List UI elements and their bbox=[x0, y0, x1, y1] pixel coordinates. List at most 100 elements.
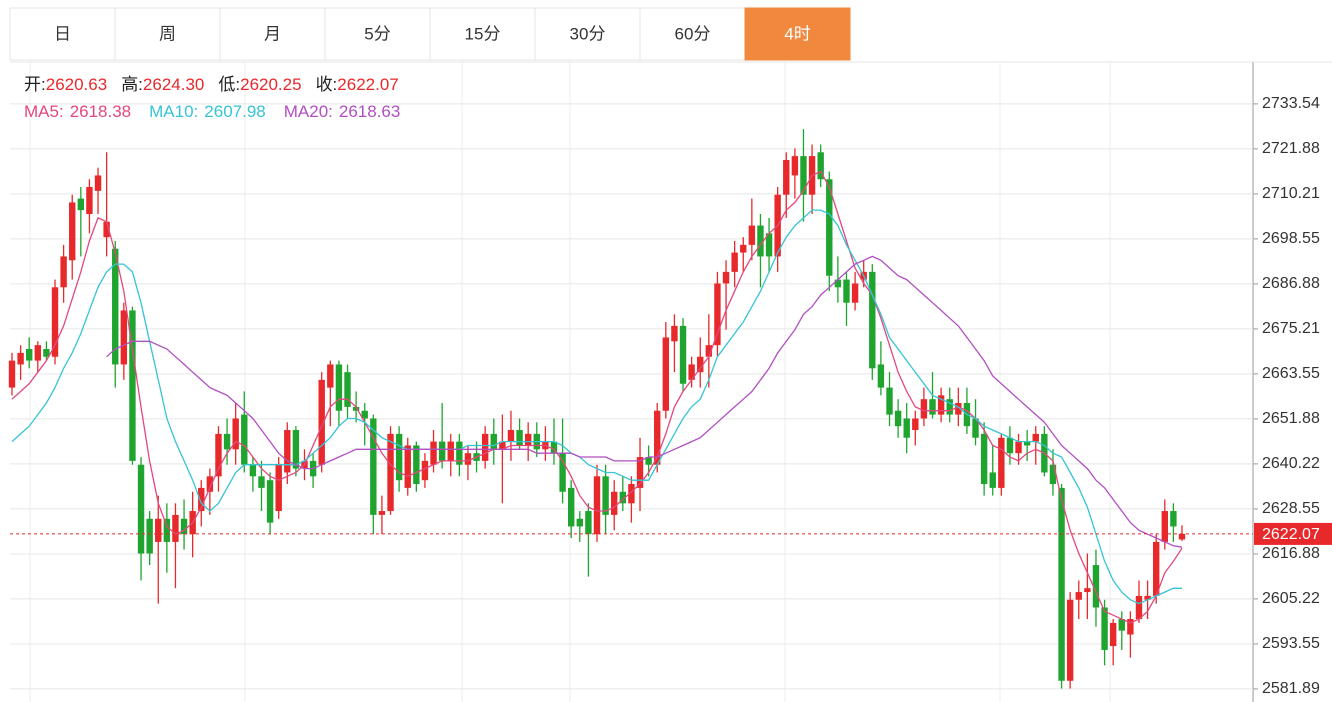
candle-body bbox=[507, 430, 515, 442]
candle-body bbox=[1058, 487, 1065, 681]
candle-body bbox=[215, 433, 222, 477]
candle-body bbox=[1006, 437, 1014, 454]
candle-body bbox=[619, 491, 627, 504]
y-tick-label: 2651.88 bbox=[1262, 410, 1320, 427]
candle-body bbox=[335, 364, 343, 411]
tab-label[interactable]: 30分 bbox=[570, 24, 606, 43]
candle-body bbox=[998, 437, 1005, 488]
tab[interactable]: 30分 bbox=[534, 7, 641, 61]
tab-box[interactable] bbox=[324, 7, 431, 61]
candle-body bbox=[275, 464, 282, 512]
candle-body bbox=[757, 225, 764, 257]
candle-body bbox=[206, 476, 214, 492]
tab-box[interactable] bbox=[429, 7, 536, 61]
candle-body bbox=[628, 484, 635, 504]
y-tick-label: 2581.89 bbox=[1262, 680, 1320, 697]
tab-label[interactable]: 日 bbox=[54, 24, 71, 43]
price-tag bbox=[1254, 522, 1332, 545]
tab-label[interactable]: 15分 bbox=[465, 24, 501, 43]
candle-body bbox=[869, 271, 876, 369]
candle-body bbox=[241, 414, 248, 465]
tab-label[interactable]: 5分 bbox=[364, 24, 390, 43]
y-tick-label: 2733.54 bbox=[1262, 95, 1320, 112]
candle-body bbox=[413, 445, 420, 485]
tab[interactable]: 周 bbox=[114, 7, 221, 61]
tab-box[interactable] bbox=[114, 7, 221, 61]
candle-body bbox=[1170, 511, 1177, 527]
candle-body bbox=[886, 387, 893, 415]
tab-box[interactable] bbox=[639, 7, 746, 61]
tab[interactable]: 15分 bbox=[429, 7, 536, 61]
candle-body bbox=[1144, 595, 1151, 600]
candle-body bbox=[51, 287, 59, 357]
summary-value: 2620.25 bbox=[240, 75, 301, 94]
legend-value: 2607.98 bbox=[204, 102, 265, 121]
candle-body bbox=[137, 464, 145, 554]
candle-body bbox=[1118, 619, 1125, 631]
tab[interactable]: 月 bbox=[219, 7, 326, 61]
candle-body bbox=[249, 464, 257, 477]
candle-body bbox=[163, 518, 171, 542]
tab-box[interactable] bbox=[534, 7, 641, 61]
candle-body bbox=[524, 433, 532, 446]
candle-body bbox=[421, 460, 429, 481]
y-tick-label: 2686.88 bbox=[1262, 275, 1320, 292]
candle-body bbox=[826, 179, 833, 276]
candle-body bbox=[705, 345, 713, 357]
candle-body bbox=[395, 433, 403, 481]
tab-box[interactable] bbox=[219, 7, 326, 61]
candle-body bbox=[404, 445, 411, 488]
candle-body bbox=[783, 159, 790, 195]
candle-body bbox=[1084, 588, 1091, 593]
tab-label[interactable]: 4时 bbox=[784, 24, 810, 43]
candle-body bbox=[1152, 541, 1160, 596]
candle-body bbox=[17, 352, 24, 365]
candle-body bbox=[361, 410, 368, 419]
tab-label[interactable]: 月 bbox=[264, 24, 281, 43]
candle-body bbox=[1023, 441, 1031, 446]
ma-legend: MA5: 2618.38 MA10: 2607.98 MA20: 2618.63 bbox=[24, 102, 400, 121]
tab-box[interactable] bbox=[744, 7, 851, 61]
candle-body bbox=[198, 487, 205, 512]
y-tick-label: 2710.21 bbox=[1262, 185, 1320, 202]
candle-body bbox=[654, 410, 661, 465]
price-tag-label: 2622.07 bbox=[1262, 526, 1320, 543]
tab[interactable]: 5分 bbox=[324, 7, 431, 61]
candle-body bbox=[284, 430, 291, 473]
candle-body bbox=[34, 345, 42, 361]
tab-label[interactable]: 周 bbox=[159, 24, 176, 43]
candle-body bbox=[438, 441, 446, 461]
legend-value: 2618.38 bbox=[70, 102, 131, 121]
candle-body bbox=[740, 244, 747, 253]
ma-line bbox=[11, 209, 1183, 605]
candle-body bbox=[490, 433, 497, 450]
tab-box[interactable] bbox=[9, 7, 116, 61]
candle-body bbox=[722, 271, 730, 284]
tab[interactable]: 60分 bbox=[639, 7, 746, 61]
candle-body bbox=[352, 406, 360, 411]
tab[interactable]: 4时 bbox=[744, 7, 851, 61]
candle-body bbox=[155, 518, 162, 542]
candle-body bbox=[1015, 441, 1022, 454]
candle-body bbox=[516, 430, 523, 446]
candle-body bbox=[180, 518, 188, 535]
tab[interactable]: 日 bbox=[9, 7, 116, 61]
candle-body bbox=[1092, 565, 1100, 608]
candle-body bbox=[903, 418, 910, 438]
summary-value: 2620.63 bbox=[46, 75, 107, 94]
candle-body bbox=[989, 472, 996, 488]
candle-body bbox=[929, 399, 936, 415]
y-tick-label: 2628.55 bbox=[1262, 500, 1320, 517]
summary-label: 开: bbox=[24, 75, 46, 94]
candle-body bbox=[1101, 607, 1108, 650]
candle-body bbox=[688, 364, 695, 380]
tab-label[interactable]: 60分 bbox=[675, 24, 711, 43]
candle-body bbox=[60, 256, 67, 288]
candle-body bbox=[662, 337, 670, 411]
candle-body bbox=[714, 283, 721, 346]
y-tick-label: 2616.88 bbox=[1262, 545, 1320, 562]
summary-value: 2622.07 bbox=[337, 75, 398, 94]
candle-body bbox=[378, 511, 386, 515]
candle-body bbox=[103, 221, 110, 238]
candle-body bbox=[499, 441, 506, 450]
